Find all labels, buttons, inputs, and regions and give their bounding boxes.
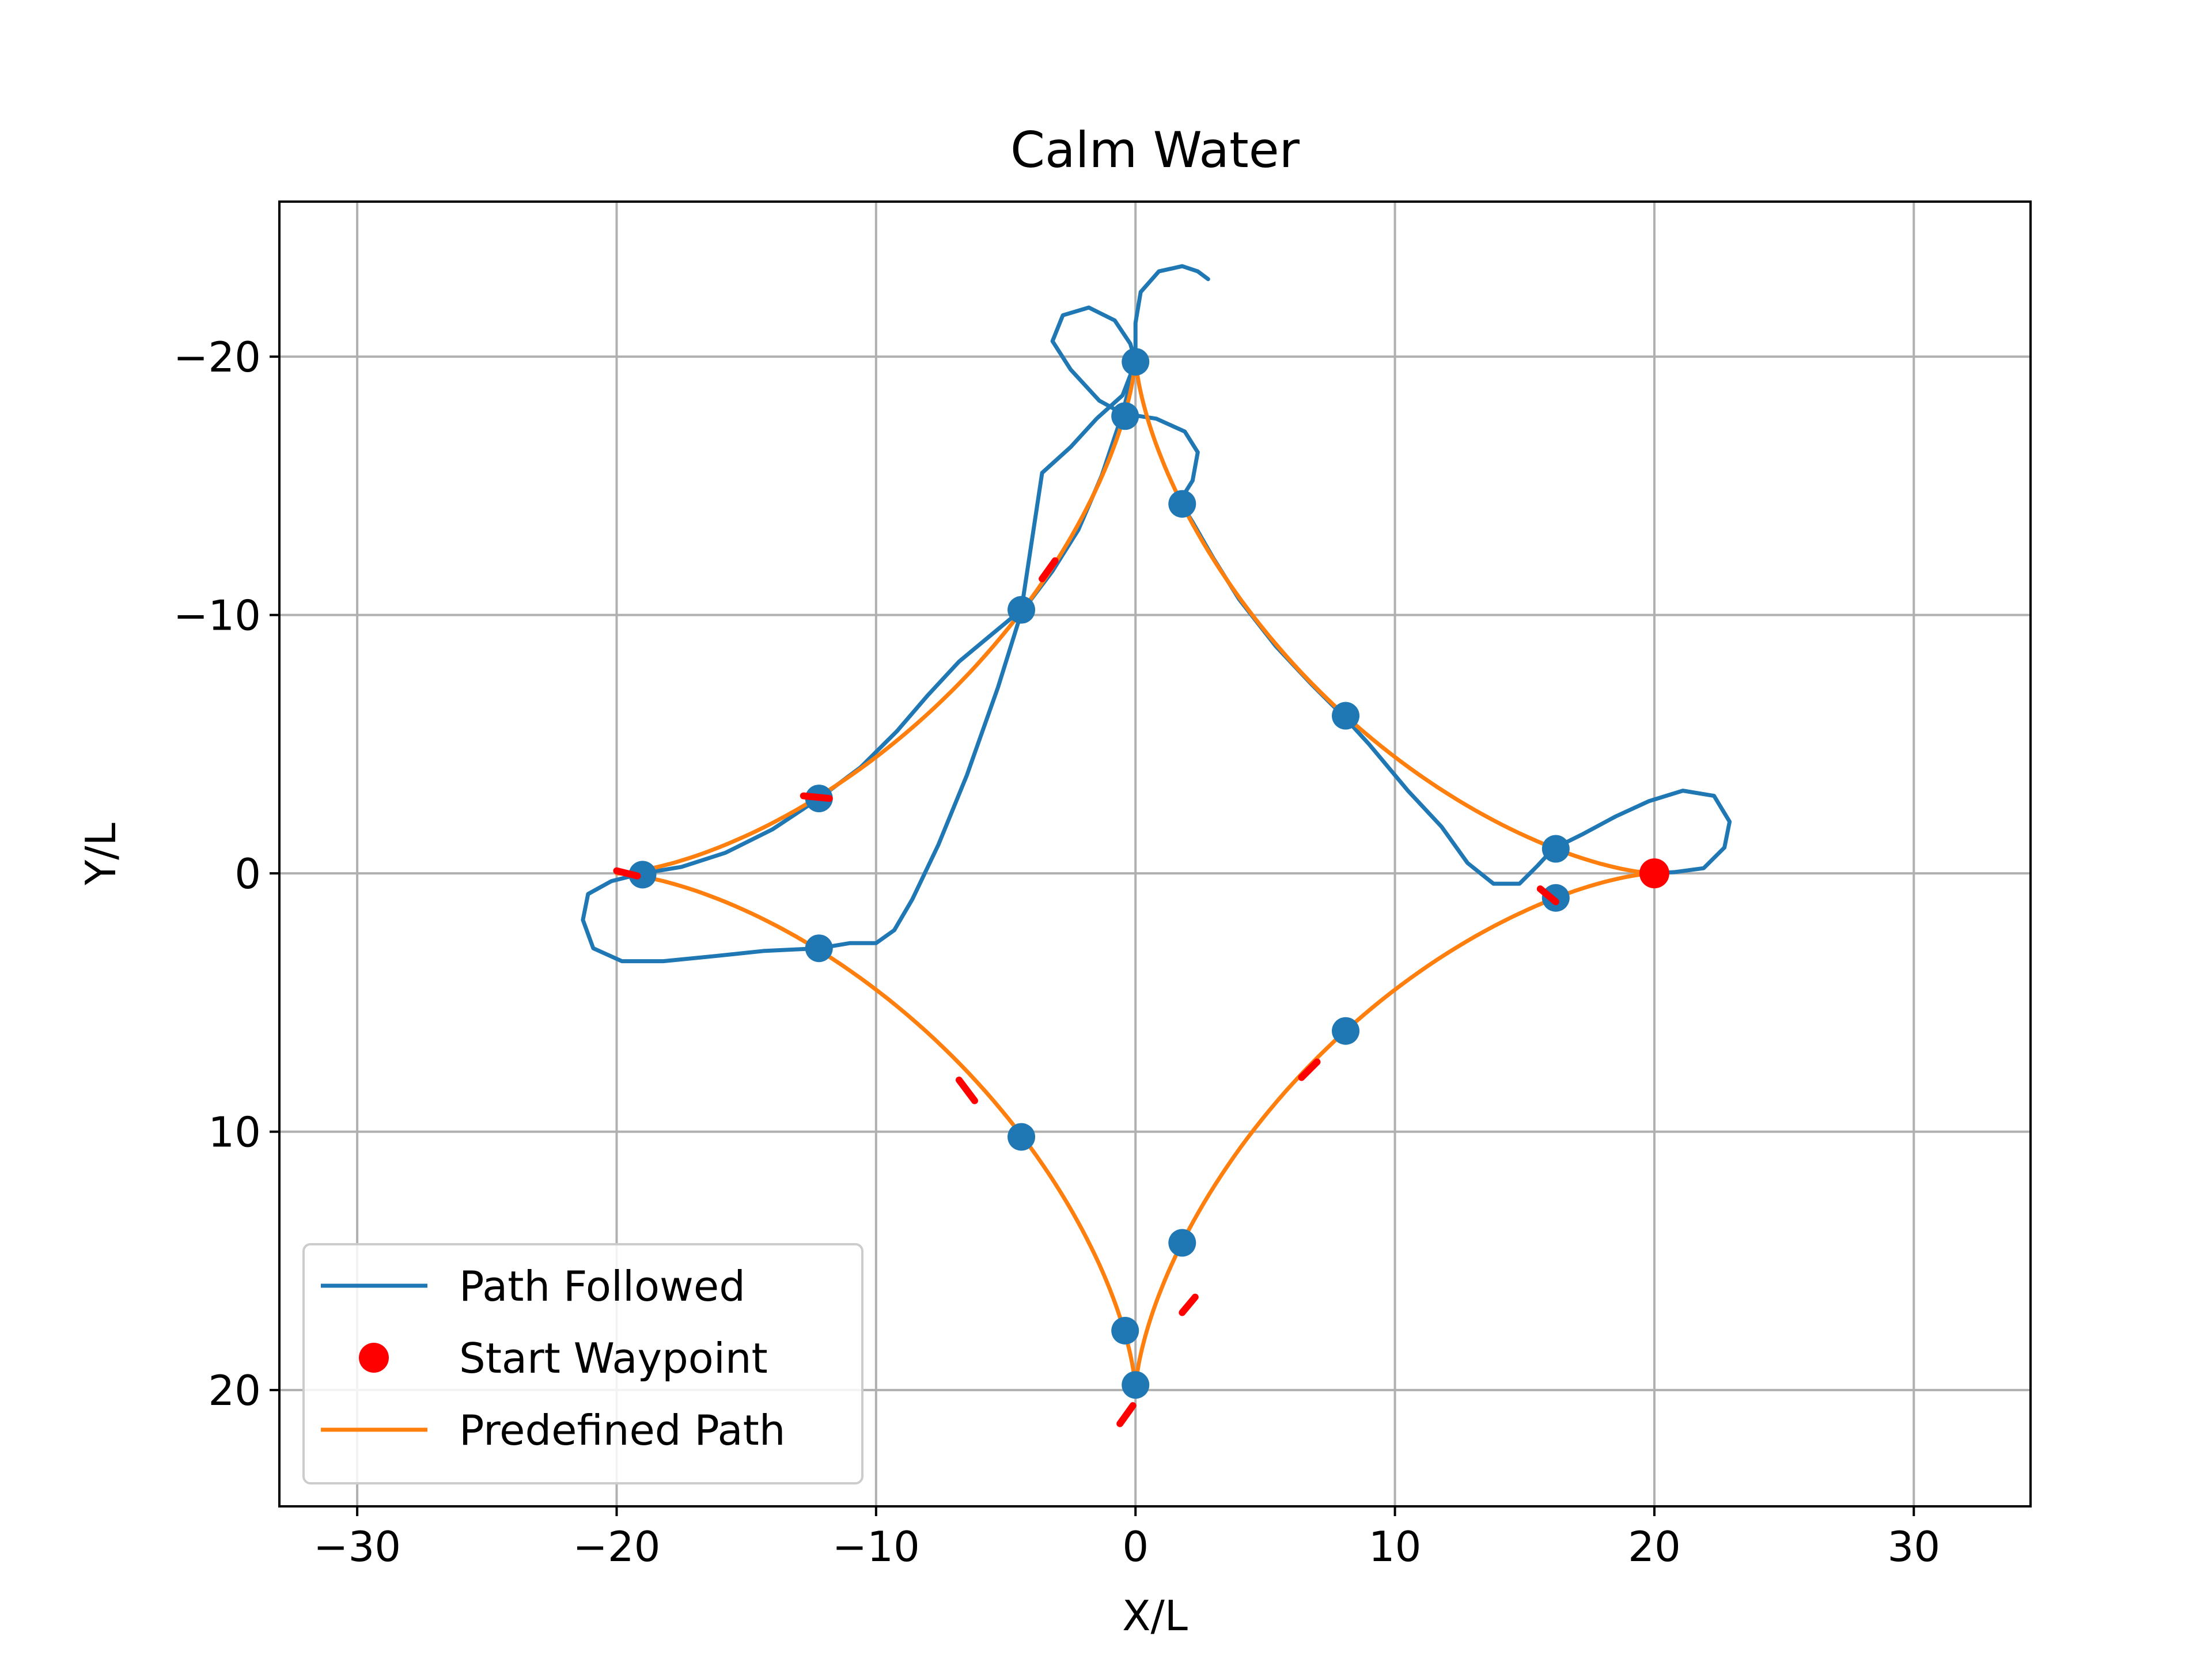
red-heading-marker: [1116, 1402, 1137, 1427]
x-axis-label: X/L: [1122, 1592, 1188, 1640]
x-tick-label: 20: [1628, 1522, 1681, 1571]
x-tick-label: −20: [573, 1522, 661, 1571]
axes-frame: [278, 200, 2032, 1508]
y-axis-label: Y/L: [77, 823, 125, 885]
legend: Path Followed Start Waypoint Predefined Pa…: [302, 1243, 863, 1484]
red-heading-marker: [1298, 1058, 1321, 1081]
x-tick-label: −10: [832, 1522, 920, 1571]
waypoint-marker: [1111, 1317, 1139, 1345]
legend-entry-label: Path Followed: [459, 1262, 745, 1310]
legend-entry-label: Predefined Path: [459, 1406, 786, 1455]
legend-swatch-dot: [359, 1343, 389, 1373]
x-tick-label: 30: [1888, 1522, 1941, 1571]
legend-box: [302, 1243, 863, 1484]
y-tick-label: −10: [173, 592, 261, 640]
y-tick-label: 0: [234, 850, 261, 898]
y-tick-label: 10: [208, 1108, 261, 1157]
x-tick-label: 10: [1369, 1522, 1422, 1571]
x-tick-label: 0: [1122, 1522, 1149, 1571]
y-tick-label: −20: [173, 333, 261, 381]
y-tick-label: 20: [208, 1366, 261, 1415]
waypoint-marker: [1122, 348, 1150, 376]
waypoint-marker: [1168, 490, 1196, 518]
waypoint-marker: [1007, 596, 1036, 624]
x-tick-label: −30: [313, 1522, 401, 1571]
series-line-path-followed: [581, 264, 1732, 964]
start-waypoint-marker: [1639, 858, 1669, 889]
chart-title: Calm Water: [1010, 122, 1300, 179]
grid-lines: [279, 202, 2031, 1506]
waypoint-marker: [1122, 1371, 1150, 1399]
waypoint-marker: [1111, 402, 1139, 430]
waypoint-marker: [1541, 835, 1570, 863]
red-heading-marker: [1536, 885, 1559, 906]
waypoint-marker: [628, 861, 657, 889]
red-heading-marker: [800, 792, 833, 802]
waypoint-marker: [1007, 1123, 1036, 1151]
plot-area: [581, 264, 1732, 1427]
y-axis-ticks: −20 −10 0 10 20: [173, 333, 279, 1415]
waypoint-marker: [1332, 1017, 1360, 1045]
x-axis-ticks: −30 −20 −10 0 10 20 30: [313, 1506, 1940, 1571]
red-heading-marker: [955, 1076, 978, 1104]
waypoint-marker: [1332, 702, 1360, 730]
red-heading-marker: [1179, 1293, 1199, 1316]
waypoint-marker: [805, 934, 833, 963]
waypoint-marker: [1168, 1229, 1196, 1257]
red-heading-marker: [613, 867, 641, 880]
legend-entry-label: Start Waypoint: [459, 1334, 768, 1382]
red-heading-marker: [1039, 557, 1059, 582]
